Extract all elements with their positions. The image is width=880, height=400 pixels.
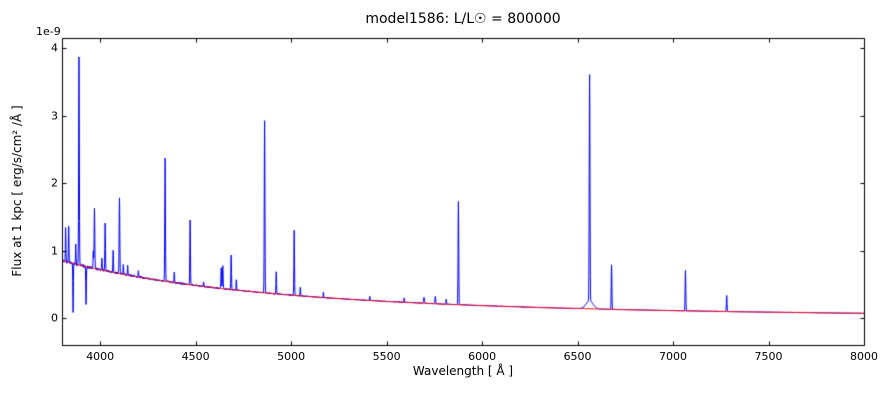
- chart-title: model1586: L/L☉ = 800000: [365, 11, 561, 27]
- y-axis-offset-label: 1e-9: [36, 25, 61, 38]
- y-axis-label: Flux at 1 kpc [ erg/s/cm² /Å ]: [10, 105, 24, 277]
- x-axis-label: Wavelength [ Å ]: [412, 364, 514, 378]
